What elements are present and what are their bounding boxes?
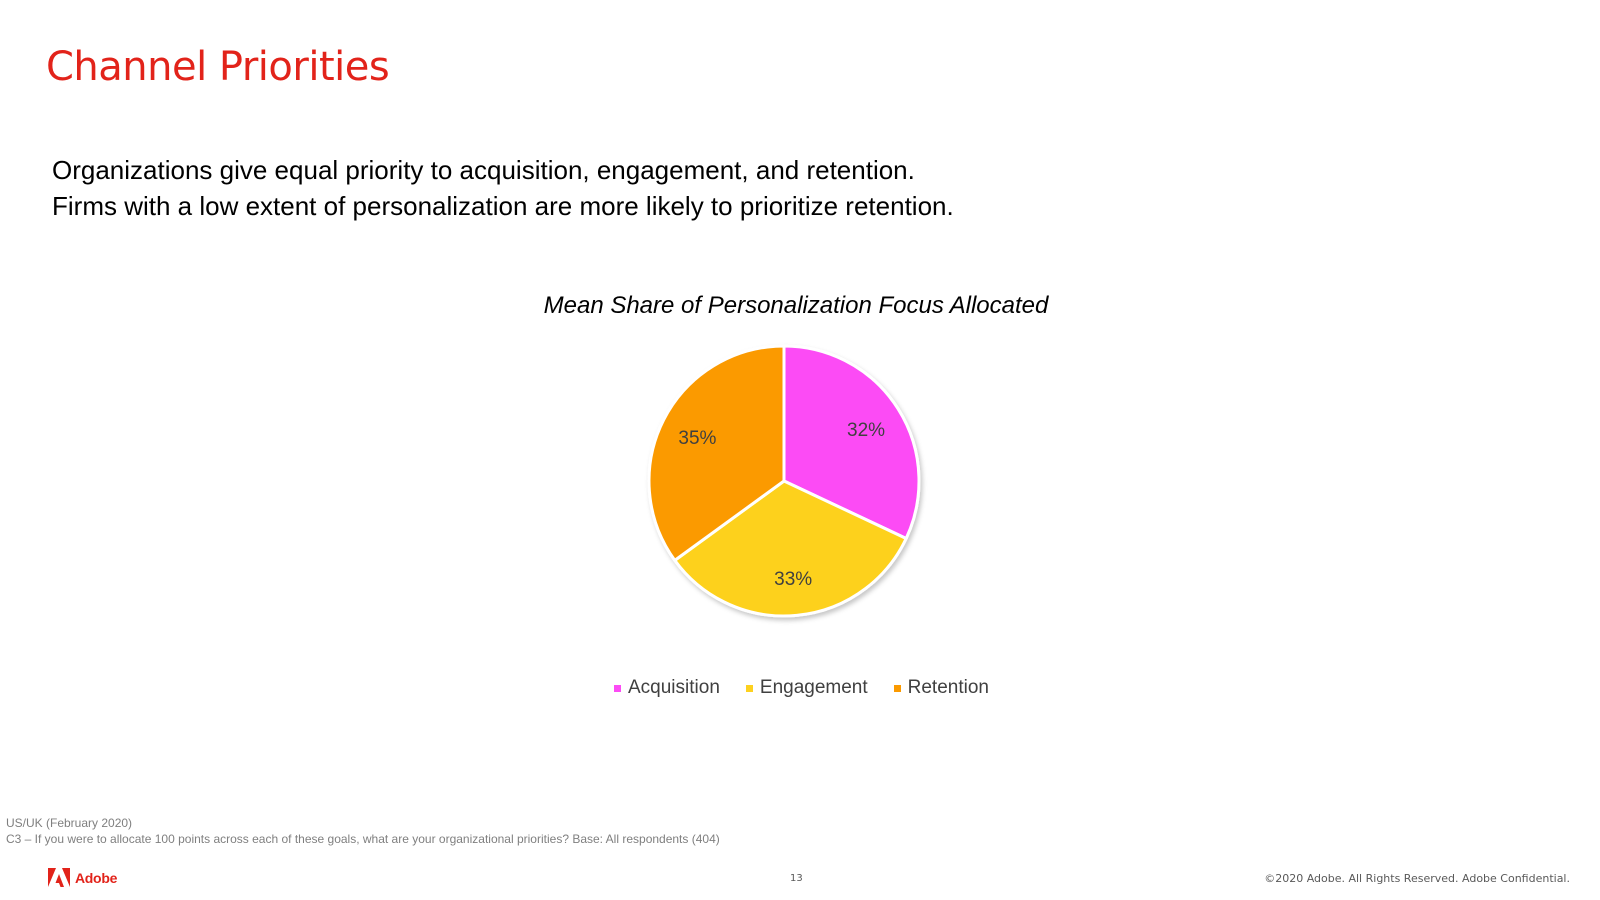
pie-label-engagement: 33% (774, 569, 812, 590)
copyright-notice: ©2020 Adobe. All Rights Reserved. Adobe … (1264, 872, 1570, 885)
pie-slices (647, 344, 921, 618)
slide-title: Channel Priorities (46, 44, 390, 90)
slide-subtitle: Organizations give equal priority to acq… (52, 152, 954, 224)
subtitle-line-1: Organizations give equal priority to acq… (52, 155, 915, 185)
pie-label-retention: 35% (678, 428, 716, 449)
legend-label-acquisition: Acquisition (628, 677, 720, 698)
legend-item-engagement: Engagement (745, 677, 868, 699)
pie-label-acquisition: 32% (847, 420, 885, 441)
adobe-logo-icon (48, 868, 70, 887)
subtitle-line-2: Firms with a low extent of personalizati… (52, 191, 954, 221)
chart-title-wrapper: Mean Share of Personalization Focus Allo… (0, 292, 1600, 320)
adobe-logo-text: Adobe (75, 869, 118, 886)
pie-slice-retention (647, 344, 786, 562)
legend-item-retention: Retention (893, 677, 989, 699)
pie-slice-engagement (673, 479, 908, 618)
pie-labels: 32% 33% 35% (678, 420, 885, 590)
legend-swatch-retention (893, 684, 901, 692)
footnote-line-1: US/UK (February 2020) (6, 816, 133, 830)
legend-swatch-engagement (745, 684, 753, 692)
legend-label-engagement: Engagement (759, 677, 868, 698)
pie-slice-acquisition (782, 344, 921, 540)
legend-label-retention: Retention (907, 677, 989, 698)
chart-legend: Acquisition Engagement Retention (614, 677, 1015, 699)
footnote-line-2: C3 – If you were to allocate 100 points … (6, 832, 720, 846)
pie-chart: 32% 33% 35% (647, 344, 921, 618)
legend-swatch-acquisition (614, 684, 621, 692)
page-number: 13 (790, 873, 803, 884)
adobe-logo: Adobe (48, 868, 117, 887)
legend-item-acquisition: Acquisition (614, 677, 720, 699)
footnote: US/UK (February 2020) C3 – If you were t… (6, 815, 720, 847)
chart-title: Mean Share of Personalization Focus Allo… (543, 292, 1049, 319)
